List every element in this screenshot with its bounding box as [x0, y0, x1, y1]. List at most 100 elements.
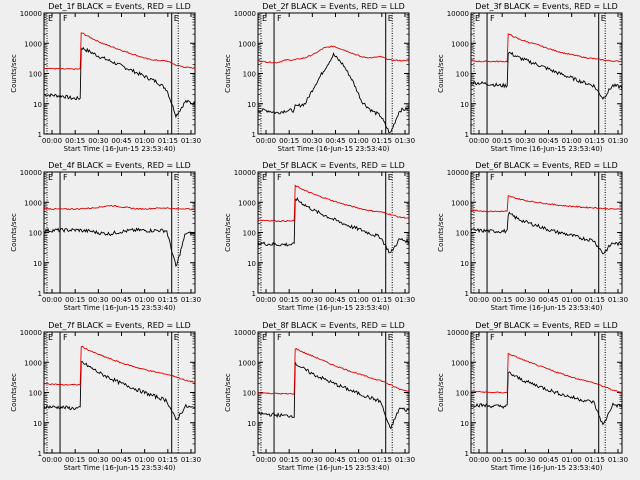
chart-title: Det_6f BLACK = Events, RED = LLD: [475, 161, 618, 170]
chart-panel-1: Det_1f BLACK = Events, RED = LLD 1 10 100 10…: [10, 2, 201, 153]
y-tick-label: 100: [243, 230, 256, 238]
x-tick-label: 01:15: [372, 137, 392, 145]
y-tick-label: 1: [465, 290, 469, 298]
y-tick-label: 100: [29, 390, 42, 398]
chart-panel-8: Det_8f BLACK = Events, RED = LLD 1 10 100 10…: [224, 321, 415, 472]
x-tick-label: 01:00: [135, 456, 155, 464]
x-tick-label: 01:15: [372, 296, 392, 304]
y-tick-label: 1000: [238, 199, 256, 207]
x-axis-label: Start Time (16-Jun-15 23:53:40): [64, 145, 176, 153]
series-line-events: [470, 211, 623, 255]
y-tick-label: 10000: [234, 169, 256, 177]
segment-marker-label: F: [63, 173, 68, 182]
y-tick-label: 10: [247, 101, 256, 109]
x-tick-label: 00:30: [88, 137, 108, 145]
chart-title: Det_7f BLACK = Events, RED = LLD: [48, 321, 191, 330]
chart-title: Det_5f BLACK = Events, RED = LLD: [262, 161, 405, 170]
series-line-events: [258, 52, 410, 134]
series-line-events: [43, 46, 196, 119]
y-tick-label: 1000: [24, 40, 42, 48]
segment-marker-label: E: [48, 333, 53, 342]
x-tick-label: 01:15: [585, 296, 605, 304]
x-tick-label: 00:15: [279, 296, 299, 304]
x-tick-label: 00:00: [256, 456, 276, 464]
y-tick-label: 1: [252, 131, 256, 139]
x-tick-label: 00:00: [42, 137, 62, 145]
series-line-lld: [257, 184, 410, 223]
y-axis-label: Counts/sec: [437, 213, 445, 252]
y-axis-label: Counts/sec: [437, 54, 445, 93]
x-tick-label: 00:45: [111, 296, 131, 304]
segment-marker-label: E: [174, 333, 179, 342]
y-tick-label: 100: [29, 71, 42, 79]
y-axis-label: Counts/sec: [10, 54, 18, 93]
series-line-lld: [470, 195, 623, 213]
x-tick-label: 00:30: [515, 456, 535, 464]
x-tick-label: 01:30: [608, 137, 628, 145]
segment-marker-label: F: [277, 14, 282, 23]
x-tick-label: 01:00: [562, 296, 582, 304]
series-line-events: [43, 361, 196, 421]
y-tick-label: 100: [456, 230, 469, 238]
y-tick-label: 10000: [20, 329, 42, 337]
x-tick-label: 00:15: [65, 137, 85, 145]
series-line-events: [43, 227, 196, 268]
x-tick-label: 01:00: [135, 137, 155, 145]
segment-marker-label: E: [601, 14, 606, 23]
x-tick-label: 00:15: [492, 137, 512, 145]
y-axis-label: Counts/sec: [224, 54, 232, 93]
y-tick-label: 1: [252, 290, 256, 298]
chart-title: Det_1f BLACK = Events, RED = LLD: [48, 2, 191, 11]
chart-title: Det_3f BLACK = Events, RED = LLD: [475, 2, 618, 11]
x-axis-label: Start Time (16-Jun-15 23:53:40): [278, 145, 390, 153]
segment-marker-label: F: [277, 173, 282, 182]
y-tick-label: 100: [456, 71, 469, 79]
x-tick-label: 01:00: [135, 296, 155, 304]
segment-marker-label: E: [475, 333, 480, 342]
series-line-events: [258, 361, 410, 430]
x-tick-label: 01:15: [585, 137, 605, 145]
segment-marker-label: E: [262, 333, 267, 342]
y-tick-label: 1: [252, 450, 256, 458]
y-tick-label: 10: [33, 420, 42, 428]
chart-panel-9: Det_9f BLACK = Events, RED = LLD 1 10 100 10…: [437, 321, 628, 472]
y-tick-label: 1: [38, 450, 42, 458]
x-tick-label: 00:30: [302, 137, 322, 145]
y-tick-label: 10000: [447, 10, 469, 18]
y-tick-label: 1000: [238, 40, 256, 48]
y-tick-label: 10000: [20, 10, 42, 18]
x-tick-label: 00:00: [469, 296, 489, 304]
plot-frame: [257, 331, 410, 454]
plot-frame: [470, 171, 623, 294]
y-tick-label: 1000: [24, 359, 42, 367]
x-tick-label: 01:30: [181, 296, 201, 304]
x-tick-label: 00:45: [111, 456, 131, 464]
y-tick-label: 1: [465, 450, 469, 458]
x-tick-label: 00:00: [42, 296, 62, 304]
y-tick-label: 1000: [451, 40, 469, 48]
y-tick-label: 10: [460, 101, 469, 109]
segment-marker-label: F: [490, 173, 495, 182]
x-tick-label: 00:15: [65, 456, 85, 464]
x-tick-label: 00:00: [469, 137, 489, 145]
x-tick-label: 00:00: [256, 296, 276, 304]
y-tick-label: 10000: [234, 10, 256, 18]
y-axis-label: Counts/sec: [437, 373, 445, 412]
y-tick-label: 10: [247, 260, 256, 268]
y-tick-label: 100: [243, 71, 256, 79]
x-axis-label: Start Time (16-Jun-15 23:53:40): [278, 304, 390, 312]
x-tick-label: 01:00: [349, 296, 369, 304]
y-tick-label: 1: [38, 290, 42, 298]
y-tick-label: 1: [38, 131, 42, 139]
chart-panel-4: Det_4f BLACK = Events, RED = LLD 1 10 100 10…: [10, 161, 201, 312]
chart-title: Det_8f BLACK = Events, RED = LLD: [262, 321, 405, 330]
x-tick-label: 01:30: [395, 296, 415, 304]
chart-panel-3: Det_3f BLACK = Events, RED = LLD 1 10 100 10…: [437, 2, 628, 153]
series-line-lld: [43, 32, 196, 71]
x-tick-label: 01:30: [181, 137, 201, 145]
series-line-events: [257, 196, 410, 254]
chart-title: Det_4f BLACK = Events, RED = LLD: [48, 161, 191, 170]
chart-panel-6: Det_6f BLACK = Events, RED = LLD 1 10 100 10…: [437, 161, 628, 312]
x-tick-label: 01:00: [349, 137, 369, 145]
